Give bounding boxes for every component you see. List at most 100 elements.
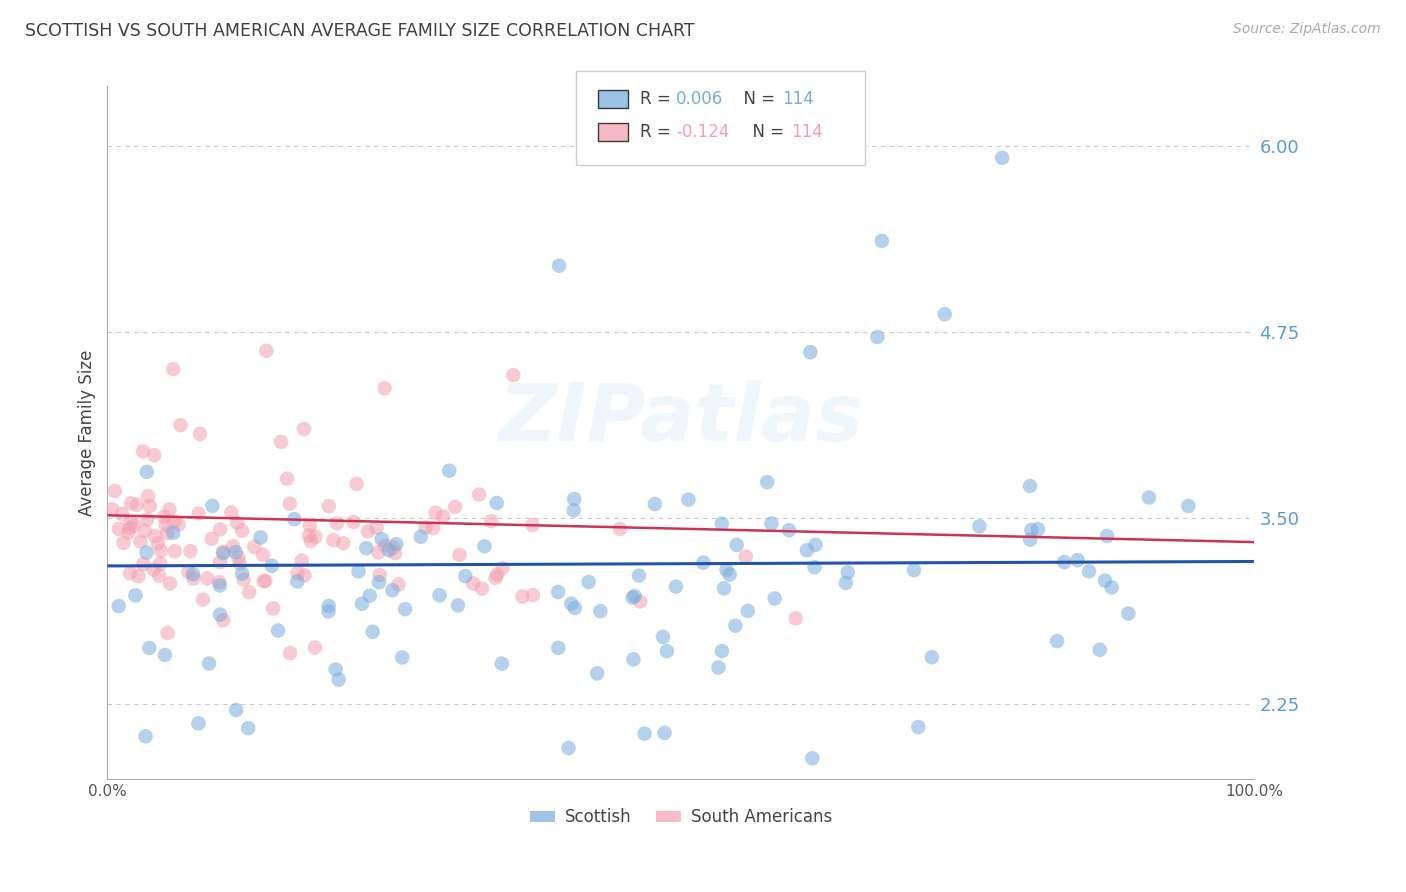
Point	[734, 549, 756, 564]
Point	[578, 574, 600, 589]
Point	[270, 434, 292, 449]
Point	[866, 330, 889, 344]
Point	[367, 545, 389, 559]
Point	[725, 538, 748, 552]
Point	[243, 540, 266, 554]
Point	[692, 556, 714, 570]
Point	[222, 539, 245, 553]
Point	[522, 518, 544, 533]
Point	[142, 562, 165, 576]
Point	[159, 576, 181, 591]
Point	[212, 544, 235, 558]
Point	[162, 362, 184, 376]
Point	[132, 444, 155, 458]
Point	[796, 543, 818, 558]
Point	[1019, 533, 1042, 547]
Point	[1046, 634, 1069, 648]
Point	[132, 558, 155, 572]
Point	[357, 524, 380, 539]
Point	[318, 599, 340, 613]
Point	[381, 583, 404, 598]
Point	[716, 563, 738, 577]
Point	[232, 573, 254, 587]
Point	[112, 536, 135, 550]
Point	[463, 576, 485, 591]
Point	[562, 503, 585, 517]
Point	[1177, 499, 1199, 513]
Point	[304, 530, 326, 544]
Point	[778, 523, 800, 537]
Point	[127, 569, 149, 583]
Point	[654, 726, 676, 740]
Point	[491, 561, 513, 575]
Point	[801, 751, 824, 765]
Point	[804, 538, 827, 552]
Point	[136, 512, 159, 526]
Point	[278, 497, 301, 511]
Point	[491, 657, 513, 671]
Point	[198, 657, 221, 671]
Point	[118, 521, 141, 535]
Point	[208, 607, 231, 622]
Point	[163, 544, 186, 558]
Point	[135, 465, 157, 479]
Point	[104, 483, 127, 498]
Point	[188, 426, 211, 441]
Point	[347, 565, 370, 579]
Point	[179, 544, 201, 558]
Point	[1019, 479, 1042, 493]
Point	[107, 599, 129, 613]
Point	[162, 525, 184, 540]
Point	[548, 259, 571, 273]
Point	[934, 307, 956, 321]
Point	[260, 558, 283, 573]
Point	[627, 568, 650, 582]
Point	[201, 499, 224, 513]
Point	[835, 576, 858, 591]
Point	[149, 557, 172, 571]
Point	[201, 532, 224, 546]
Point	[547, 640, 569, 655]
Point	[394, 602, 416, 616]
Point	[471, 582, 494, 596]
Point	[439, 464, 461, 478]
Point	[292, 422, 315, 436]
Point	[191, 592, 214, 607]
Point	[359, 589, 381, 603]
Point	[870, 234, 893, 248]
Point	[724, 618, 747, 632]
Point	[212, 613, 235, 627]
Text: 0.006: 0.006	[676, 90, 724, 108]
Point	[346, 476, 368, 491]
Point	[374, 539, 396, 553]
Point	[385, 537, 408, 551]
Point	[143, 529, 166, 543]
Point	[391, 650, 413, 665]
Point	[328, 673, 350, 687]
Point	[153, 648, 176, 662]
Point	[522, 588, 544, 602]
Point	[737, 604, 759, 618]
Point	[294, 568, 316, 582]
Point	[432, 509, 454, 524]
Point	[135, 545, 157, 559]
Point	[304, 640, 326, 655]
Point	[120, 566, 142, 581]
Point	[208, 575, 231, 590]
Point	[562, 491, 585, 506]
Text: N =: N =	[742, 123, 790, 141]
Point	[803, 560, 825, 574]
Point	[291, 553, 314, 567]
Point	[1094, 574, 1116, 588]
Point	[1078, 564, 1101, 578]
Point	[167, 517, 190, 532]
Point	[120, 496, 142, 510]
Point	[225, 545, 247, 559]
Point	[107, 522, 129, 536]
Point	[361, 624, 384, 639]
Point	[318, 499, 340, 513]
Point	[187, 716, 209, 731]
Point	[238, 585, 260, 599]
Point	[169, 418, 191, 433]
Text: Source: ZipAtlas.com: Source: ZipAtlas.com	[1233, 22, 1381, 37]
